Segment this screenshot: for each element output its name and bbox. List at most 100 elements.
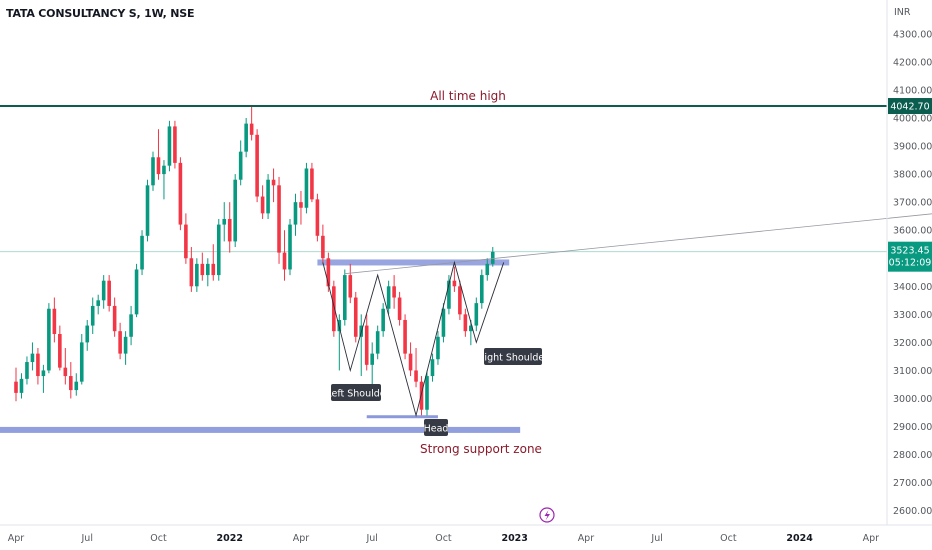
candle — [156, 129, 161, 180]
candle-body — [447, 280, 451, 309]
currency-label: INR — [894, 7, 911, 18]
y-tick-label: 2800.00 — [893, 450, 932, 461]
candle — [189, 247, 194, 292]
candle-body — [107, 280, 111, 306]
candle — [69, 362, 73, 399]
right-shoulder-label: Right Shoulder — [478, 348, 548, 365]
y-tick-label: 4300.00 — [893, 29, 932, 40]
candle — [359, 314, 364, 377]
candle — [162, 160, 166, 200]
head-label-text: Head — [424, 424, 449, 435]
candle-body — [425, 376, 429, 410]
candle-body — [244, 123, 248, 152]
candle — [348, 263, 353, 304]
candle-body — [79, 342, 84, 382]
candle — [178, 157, 183, 231]
candle — [107, 275, 111, 312]
left-shoulder-label-box — [331, 384, 381, 401]
y-tick-label: 2900.00 — [893, 422, 932, 433]
candle-body — [233, 179, 237, 242]
candle-body — [184, 224, 188, 259]
candle-body — [332, 286, 336, 332]
x-tick-label: Apr — [863, 533, 880, 544]
candle — [233, 174, 237, 248]
candle-body — [255, 134, 259, 197]
countdown-badge-text: 05:12:09 — [889, 258, 932, 269]
candle — [282, 230, 287, 281]
candle — [441, 303, 446, 343]
candle-body — [178, 162, 183, 225]
candle — [386, 280, 391, 315]
last-price-badge-box — [888, 241, 932, 272]
candle — [299, 190, 303, 225]
candle — [375, 325, 380, 360]
neckline-band — [317, 259, 510, 266]
candle-body — [485, 263, 490, 276]
y-tick-label: 3100.00 — [893, 366, 932, 377]
candle — [30, 342, 35, 371]
candle-body — [195, 263, 199, 287]
candle — [485, 258, 490, 281]
candle — [310, 162, 314, 203]
x-tick-label: Jul — [81, 533, 93, 544]
candle-body — [386, 286, 391, 309]
left-shoulder-label-text: Left Shoulde — [326, 389, 385, 400]
candle — [112, 297, 117, 337]
candle-body — [436, 336, 440, 360]
y-tick-label: 3000.00 — [893, 394, 932, 405]
candle — [222, 202, 227, 242]
candle — [238, 140, 243, 186]
x-tick-label: Apr — [578, 533, 595, 544]
candle-body — [271, 179, 276, 186]
candle-body — [381, 308, 385, 332]
y-tick-label: 3400.00 — [893, 282, 932, 293]
candle-body — [315, 199, 320, 236]
candle-body — [129, 314, 133, 337]
candle-body — [414, 370, 418, 382]
candle — [430, 353, 435, 382]
lightning-icon-bolt — [544, 510, 550, 521]
support-zone-label: Strong support zone — [420, 442, 542, 456]
candle — [315, 193, 320, 242]
candle-body — [288, 224, 292, 270]
candle — [14, 367, 18, 402]
candle-body — [343, 275, 347, 320]
lightning-icon — [539, 507, 555, 523]
candle — [474, 297, 479, 332]
candle-body — [293, 202, 298, 225]
candle-body — [222, 218, 227, 225]
chart-overlay-back — [0, 251, 887, 433]
candle-body — [47, 308, 51, 371]
candle-body — [216, 224, 221, 276]
candle — [151, 151, 155, 191]
candle-body — [260, 196, 265, 214]
candle — [244, 118, 248, 158]
candle-body — [30, 353, 35, 363]
ath-price-badge-text: 4042.70 — [890, 102, 929, 113]
candle-body — [419, 381, 424, 410]
candle — [249, 105, 254, 141]
candle-body — [200, 263, 205, 276]
all-time-high-label: All time high — [430, 89, 506, 103]
candle-body — [227, 218, 232, 242]
candle-body — [96, 300, 100, 306]
candle-body — [173, 126, 177, 163]
candle — [425, 370, 429, 416]
y-tick-label: 4000.00 — [893, 114, 932, 125]
candle-body — [321, 235, 325, 259]
y-tick-label: 3900.00 — [893, 142, 932, 153]
candle — [52, 297, 57, 343]
candle — [381, 303, 385, 337]
candle-body — [408, 353, 413, 371]
candle-body — [189, 258, 194, 287]
candle — [216, 218, 221, 281]
left-shoulder-label: Left Shoulde — [326, 384, 386, 401]
candle-body — [206, 263, 210, 276]
y-tick-label: 2600.00 — [893, 506, 932, 517]
candle-body — [304, 168, 309, 208]
head-shoulders-pattern — [322, 260, 505, 418]
candle-body — [101, 280, 106, 301]
candle-body — [69, 376, 73, 391]
candle — [36, 348, 40, 385]
